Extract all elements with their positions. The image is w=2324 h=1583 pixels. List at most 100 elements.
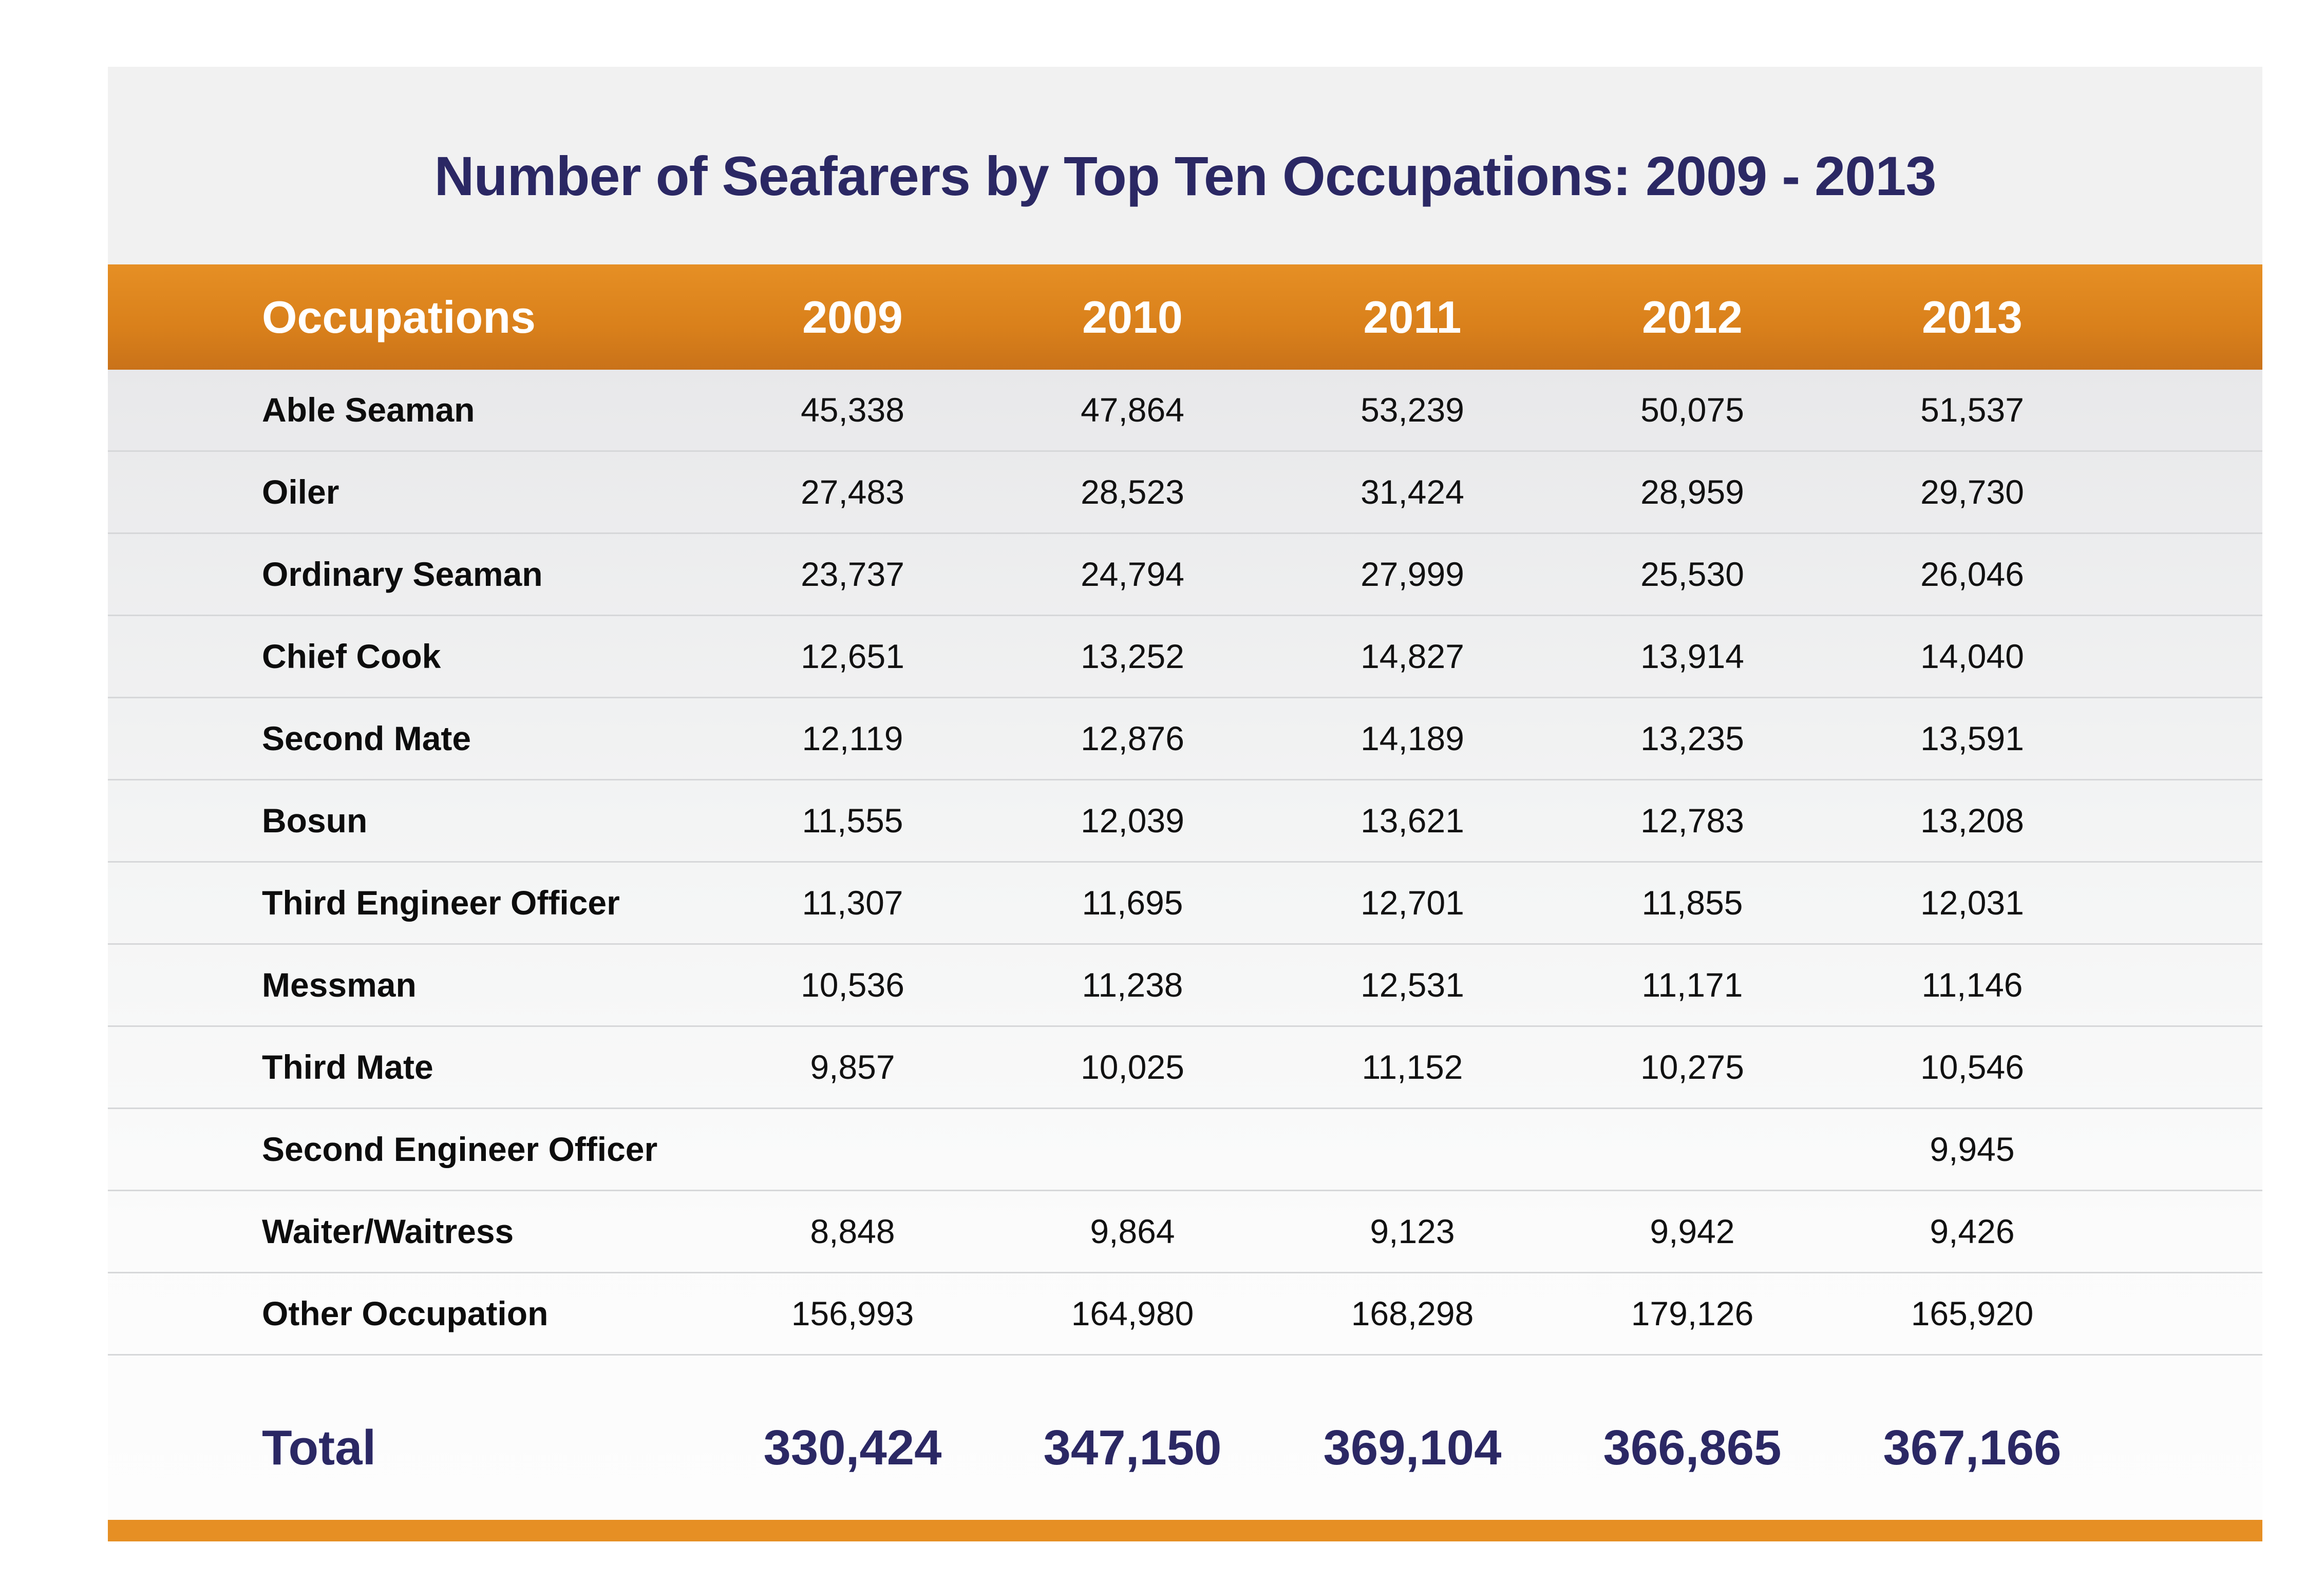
total-value-2013: 367,166	[1883, 1420, 2062, 1475]
table-header: Occupations 2009 2010 2011 2012 2013	[108, 264, 2262, 370]
table-row: Waiter/Waitress 8,848 9,864 9,123 9,942 9,426	[108, 1191, 2262, 1273]
cell-value-2009: 156,993	[791, 1294, 914, 1332]
cell-value-2012: 50,075	[1640, 391, 1744, 429]
cell-value-2013: 29,730	[1920, 473, 2024, 511]
row-label: Second Engineer Officer	[262, 1130, 658, 1168]
cell-value-2010: 9,864	[1090, 1212, 1175, 1250]
row-label: Second Mate	[262, 719, 471, 757]
cell-value-2011: 14,827	[1361, 637, 1464, 675]
table-row: Ordinary Seaman 23,737 24,794 27,999 25,530 2…	[108, 534, 2262, 616]
cell-value-2012: 12,783	[1640, 802, 1744, 840]
table-row: Third Mate 9,857 10,025 11,152 10,275 10,546	[108, 1027, 2262, 1109]
cell-value-2010: 164,980	[1071, 1294, 1194, 1332]
total-value-2012: 366,865	[1603, 1420, 1782, 1475]
cell-value-2012: 179,126	[1631, 1294, 1754, 1332]
cell-value-2012	[1590, 1109, 1795, 1190]
header-year-2009: 2009	[802, 292, 903, 342]
cell-value-2013: 165,920	[1911, 1294, 2034, 1332]
cell-value-2009: 27,483	[801, 473, 904, 511]
cell-value-2012: 13,914	[1640, 637, 1744, 675]
total-value-2010: 347,150	[1043, 1420, 1222, 1475]
cell-value-2009	[750, 1109, 955, 1190]
cell-value-2009: 12,119	[802, 719, 903, 757]
cell-value-2012: 25,530	[1640, 555, 1744, 593]
cell-value-2013: 26,046	[1920, 555, 2024, 593]
cell-value-2009: 8,848	[810, 1212, 895, 1250]
cell-value-2011: 168,298	[1351, 1294, 1474, 1332]
cell-value-2009: 9,857	[810, 1048, 895, 1086]
cell-value-2011: 53,239	[1361, 391, 1464, 429]
cell-value-2013: 51,537	[1920, 391, 2024, 429]
total-row: Total 330,424 347,150 369,104 366,865 36…	[108, 1397, 2262, 1499]
cell-value-2013: 11,146	[1921, 966, 2023, 1004]
row-label: Other Occupation	[262, 1294, 549, 1332]
total-value-2011: 369,104	[1323, 1420, 1502, 1475]
row-label: Third Mate	[262, 1048, 433, 1086]
cell-value-2011	[1310, 1109, 1515, 1190]
row-label: Messman	[262, 966, 417, 1004]
cell-value-2011: 27,999	[1361, 555, 1464, 593]
table-row: Third Engineer Officer 11,307 11,695 12,701…	[108, 863, 2262, 945]
cell-value-2009: 23,737	[801, 555, 904, 593]
cell-value-2013: 9,945	[1930, 1130, 2015, 1168]
cell-value-2011: 9,123	[1370, 1212, 1455, 1250]
header-year-2013: 2013	[1922, 292, 2023, 342]
total-label: Total	[262, 1420, 376, 1475]
table-row: Able Seaman 45,338 47,864 53,239 50,075 51,53…	[108, 370, 2262, 452]
header-year-2011: 2011	[1363, 292, 1462, 342]
cell-value-2010: 12,876	[1081, 719, 1184, 757]
cell-value-2013: 13,208	[1920, 802, 2024, 840]
header-year-2012: 2012	[1642, 292, 1743, 342]
cell-value-2009: 11,555	[802, 802, 903, 840]
row-label: Third Engineer Officer	[262, 884, 620, 922]
cell-value-2012: 10,275	[1640, 1048, 1744, 1086]
row-label: Oiler	[262, 473, 339, 511]
cell-value-2013: 10,546	[1920, 1048, 2024, 1086]
cell-value-2010: 13,252	[1081, 637, 1184, 675]
cell-value-2011: 14,189	[1361, 719, 1464, 757]
cell-value-2010: 11,695	[1082, 884, 1183, 922]
cell-value-2010: 24,794	[1081, 555, 1184, 593]
table-panel: Number of Seafarers by Top Ten Occupatio…	[108, 67, 2262, 1520]
bottom-accent-bar	[108, 1520, 2262, 1541]
row-label: Able Seaman	[262, 391, 475, 429]
table-row: Oiler 27,483 28,523 31,424 28,959 29,730	[108, 452, 2262, 534]
cell-value-2011: 13,621	[1361, 802, 1464, 840]
cell-value-2011: 31,424	[1361, 473, 1464, 511]
table-title: Number of Seafarers by Top Ten Occupatio…	[434, 145, 1937, 207]
cell-value-2013: 13,591	[1920, 719, 2024, 757]
table-row: Messman 10,536 11,238 12,531 11,171 11,146	[108, 945, 2262, 1027]
total-value-2009: 330,424	[763, 1420, 942, 1475]
table-row: Second Engineer Officer 9,945	[108, 1109, 2262, 1191]
row-label: Bosun	[262, 802, 368, 840]
cell-value-2009: 10,536	[801, 966, 904, 1004]
cell-value-2013: 9,426	[1930, 1212, 2015, 1250]
row-label: Chief Cook	[262, 637, 441, 675]
table-row: Bosun 11,555 12,039 13,621 12,783 13,208	[108, 780, 2262, 863]
header-occupations: Occupations	[262, 292, 536, 342]
row-label: Ordinary Seaman	[262, 555, 543, 593]
cell-value-2012: 28,959	[1640, 473, 1744, 511]
cell-value-2009: 11,307	[802, 884, 903, 922]
row-label: Waiter/Waitress	[262, 1212, 514, 1250]
cell-value-2012: 11,855	[1641, 884, 1743, 922]
cell-value-2009: 45,338	[801, 391, 904, 429]
cell-value-2010: 47,864	[1081, 391, 1184, 429]
cell-value-2010: 11,238	[1082, 966, 1183, 1004]
header-year-2010: 2010	[1082, 292, 1183, 342]
cell-value-2011: 12,701	[1361, 884, 1464, 922]
cell-value-2010: 28,523	[1081, 473, 1184, 511]
cell-value-2010: 10,025	[1081, 1048, 1184, 1086]
cell-value-2011: 11,152	[1362, 1048, 1463, 1086]
cell-value-2012: 11,171	[1641, 966, 1743, 1004]
cell-value-2012: 13,235	[1640, 719, 1744, 757]
table-row: Chief Cook 12,651 13,252 14,827 13,914 14,040	[108, 616, 2262, 698]
table-row: Other Occupation 156,993 164,980 168,298 179…	[108, 1273, 2262, 1356]
cell-value-2013: 14,040	[1920, 637, 2024, 675]
cell-value-2010	[1030, 1109, 1235, 1190]
table-row: Second Mate 12,119 12,876 14,189 13,235 13,59…	[108, 698, 2262, 780]
cell-value-2012: 9,942	[1650, 1212, 1735, 1250]
cell-value-2009: 12,651	[801, 637, 904, 675]
cell-value-2013: 12,031	[1920, 884, 2024, 922]
cell-value-2011: 12,531	[1361, 966, 1464, 1004]
